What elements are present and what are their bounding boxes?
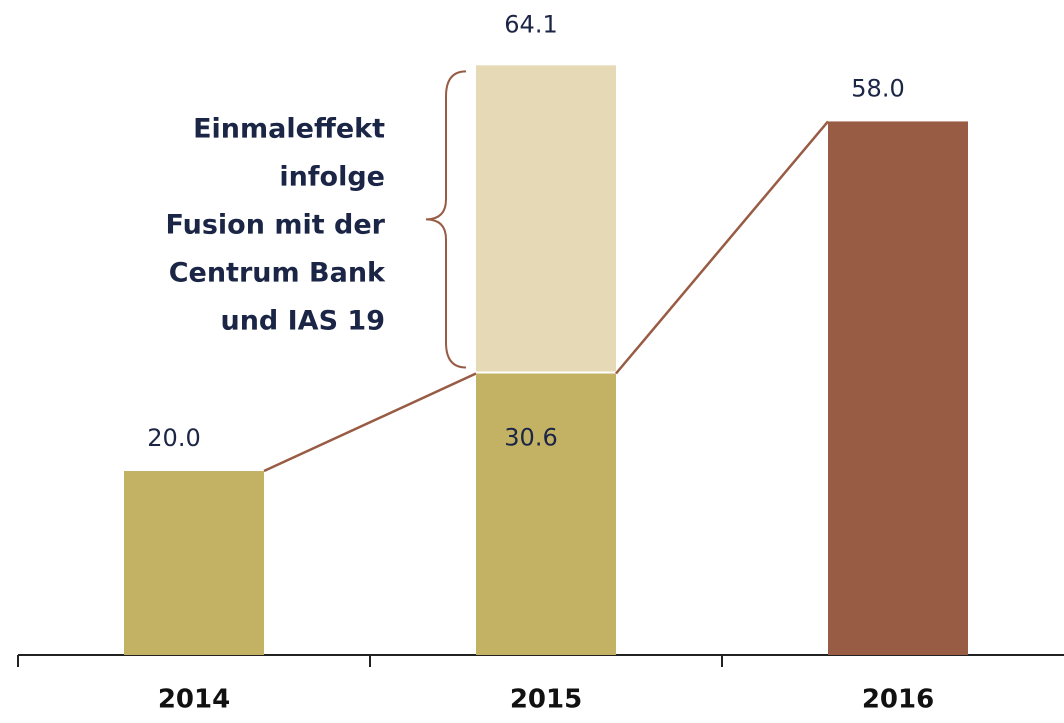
x-tick-label: 2016 [862,685,934,715]
bar [476,373,616,655]
value-label: 30.6 [504,423,557,451]
bar [124,471,264,655]
value-label: 58.0 [851,74,904,102]
connector [263,372,477,473]
x-tick-label: 2014 [158,685,230,715]
annotation: Einmaleffekt [193,114,385,145]
value-label: 20.0 [147,424,200,452]
brace [425,70,467,369]
connector [615,120,829,375]
annotation: Fusion mit der [166,210,386,241]
x-tick-label: 2015 [510,685,582,715]
bar-segment [476,65,616,372]
bar [828,121,968,655]
annotation: infolge [279,162,385,193]
annotation: und IAS 19 [220,306,385,337]
total-label: 64.1 [504,10,557,38]
annotation: Centrum Bank [169,258,386,289]
